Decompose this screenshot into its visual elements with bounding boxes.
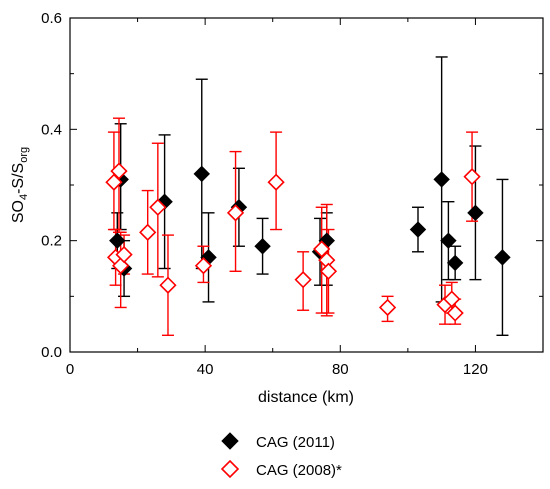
data-point-cag-2008 bbox=[139, 223, 157, 241]
data-markers bbox=[105, 162, 511, 322]
data-point-cag-2011 bbox=[409, 221, 427, 238]
data-point-cag-2011 bbox=[109, 232, 126, 249]
data-point-cag-2011 bbox=[494, 249, 511, 266]
data-point-cag-2008 bbox=[149, 198, 167, 216]
y-axis-title: SO4-S/Sorg bbox=[10, 147, 30, 223]
data-point-cag-2008 bbox=[115, 245, 133, 264]
axis-ticks: 0 40 80 120 0.0 0.2 0.4 0.6 bbox=[41, 10, 544, 378]
data-point-cag-2011 bbox=[254, 238, 271, 255]
data-point-cag-2008 bbox=[267, 173, 285, 191]
data-point-cag-2011 bbox=[193, 165, 210, 183]
data-point-cag-2008 bbox=[463, 168, 481, 186]
y-axis-title-sub2: org bbox=[18, 147, 30, 163]
legend-marker-filled-diamond bbox=[221, 432, 239, 450]
y-axis-title-main: SO bbox=[10, 200, 27, 223]
data-point-cag-2008 bbox=[313, 240, 331, 258]
legend-label-cag-2011: CAG (2011) bbox=[256, 434, 335, 451]
y-tick-label: 0.6 bbox=[41, 10, 62, 27]
x-tick-label: 80 bbox=[332, 361, 349, 378]
data-point-cag-2008 bbox=[294, 271, 312, 289]
x-tick-label: 120 bbox=[463, 361, 488, 378]
y-axis-title-sub1: 4 bbox=[18, 194, 30, 200]
legend: CAG (2011) CAG (2008)* bbox=[220, 432, 342, 479]
x-axis-title: distance (km) bbox=[258, 389, 354, 406]
data-point-cag-2008 bbox=[110, 162, 128, 180]
data-point-cag-2011 bbox=[440, 232, 457, 249]
data-point-cag-2008 bbox=[226, 204, 245, 222]
data-point-cag-2008 bbox=[319, 262, 338, 280]
legend-item-cag-2008: CAG (2008)* bbox=[220, 459, 342, 479]
data-point-cag-2011 bbox=[446, 254, 464, 272]
y-tick-label: 0.4 bbox=[41, 121, 62, 138]
data-point-cag-2008 bbox=[105, 173, 123, 191]
y-tick-label: 0.2 bbox=[41, 233, 62, 250]
data-point-cag-2008 bbox=[159, 276, 177, 294]
data-point-cag-2008 bbox=[443, 290, 461, 308]
x-tick-label: 40 bbox=[197, 361, 214, 378]
data-point-cag-2011 bbox=[467, 204, 484, 222]
data-point-cag-2008 bbox=[446, 304, 464, 322]
data-point-cag-2008 bbox=[378, 298, 397, 317]
y-tick-label: 0.0 bbox=[41, 344, 62, 361]
y-axis-title-mid: -S/S bbox=[10, 163, 27, 194]
legend-label-cag-2008: CAG (2008)* bbox=[256, 462, 342, 479]
data-point-cag-2011 bbox=[433, 171, 450, 188]
legend-marker-open-diamond bbox=[220, 459, 240, 479]
data-point-cag-2008 bbox=[194, 257, 213, 275]
legend-item-cag-2011: CAG (2011) bbox=[221, 432, 335, 451]
x-tick-label: 0 bbox=[66, 361, 74, 378]
